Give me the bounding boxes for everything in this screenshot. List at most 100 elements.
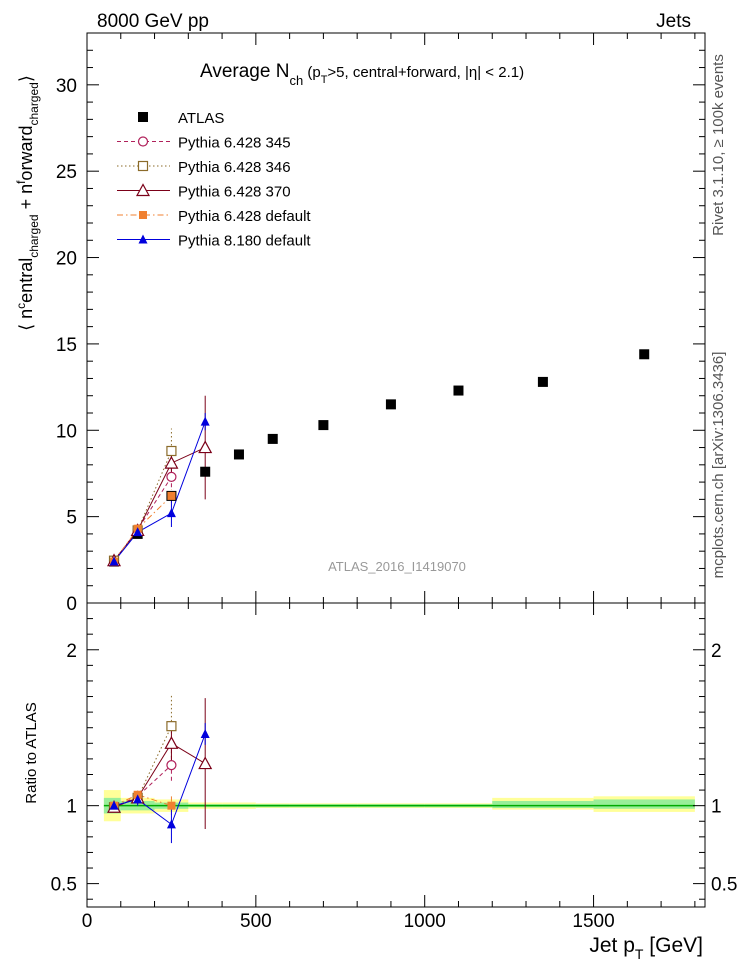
ratio-line-p6def <box>113 794 172 807</box>
ratio-point-p370 <box>164 736 179 749</box>
legend-label-p345: Pythia 6.428 345 <box>178 135 291 152</box>
legend-marker-p6def <box>139 211 147 219</box>
data-point-p6def <box>167 491 176 500</box>
y-tick-label: 20 <box>56 249 77 270</box>
legend-marker-p370 <box>135 183 151 197</box>
ratio-y-tick-label-right: 2 <box>711 641 722 662</box>
ratio-point-p8 <box>133 794 143 804</box>
plot-title-rest2: >5, central+forward, |η| < 2.1) <box>327 64 524 81</box>
data-point-p8 <box>166 508 176 518</box>
ratio-point-p8 <box>109 800 119 810</box>
y-tick-label: 30 <box>56 76 77 97</box>
data-point-atlas <box>639 349 650 360</box>
ratio-point-p346 <box>166 721 177 732</box>
mcplots-label: mcplots.cern.ch [arXiv:1306.3436] <box>710 352 727 579</box>
legend: ATLAS Pythia 6.428 345 Pythia 6.428 346 Pyt… <box>117 110 311 250</box>
ylabel-open: ⟨ n <box>16 309 36 331</box>
x-axis-label: Jet pT [GeV] <box>589 934 703 962</box>
plot-title-main: Average N <box>200 61 289 82</box>
ratio-point-p6def <box>167 801 176 810</box>
main-axes: 0 5 10 15 20 25 30 <box>56 32 705 615</box>
series-line-p370 <box>113 447 206 561</box>
xlabel-sub: T <box>635 946 644 962</box>
y-tick-label: 5 <box>66 508 77 529</box>
y-tick-label: 0 <box>66 594 77 615</box>
series-line-p346 <box>113 450 172 561</box>
plot-title-sub2: T <box>321 74 328 86</box>
xlabel-rest: [GeV] <box>643 934 703 957</box>
series-line-p345 <box>113 476 172 561</box>
y-tick-label: 15 <box>56 335 77 356</box>
legend-marker-atlas <box>138 112 148 122</box>
xlabel-main: Jet p <box>589 934 635 957</box>
data-point-atlas <box>200 466 211 477</box>
data-point-p370 <box>198 440 213 454</box>
ratio-line-p8 <box>113 733 206 826</box>
ratio-axes: 0 500 1000 1500 0.5 0.5 1 1 2 2 <box>51 603 737 932</box>
plot-title-rest: (p <box>303 64 321 81</box>
series-line-p6def <box>113 495 172 562</box>
ylabel-sup1: c <box>14 303 28 309</box>
ylabel-close: ⟩ <box>16 75 36 82</box>
ratio-bands <box>103 790 695 822</box>
header-left: 8000 GeV pp <box>97 11 209 32</box>
ratio-plot-panel: 0 500 1000 1500 0.5 0.5 1 1 2 2 Ratio to ATLAS Je… <box>23 602 737 962</box>
ratio-y-axis-label: Ratio to ATLAS <box>23 702 40 803</box>
ratio-point-p8 <box>200 728 210 738</box>
ratio-band-green <box>492 800 594 809</box>
data-point-p370 <box>164 455 179 469</box>
main-plot-panel: 0 5 10 15 20 25 30 Average Nch (pT>5, central+… <box>14 32 706 615</box>
legend-marker-p345 <box>137 136 149 147</box>
data-point-p8 <box>109 556 119 566</box>
main-series <box>107 349 650 567</box>
data-point-p345 <box>166 471 177 483</box>
legend-label-p8: Pythia 8.180 default <box>178 233 311 250</box>
ylabel-sup2: f <box>14 180 28 184</box>
legend-label-p346: Pythia 6.428 346 <box>178 159 291 176</box>
ylabel-plus: + n <box>16 184 36 215</box>
data-point-p346 <box>166 445 177 457</box>
data-point-atlas <box>318 420 329 431</box>
ratio-series <box>107 694 213 844</box>
header-right: Jets <box>656 11 691 32</box>
y-tick-label: 25 <box>56 162 77 183</box>
ratio-point-p345 <box>166 760 177 771</box>
legend-label-p370: Pythia 6.428 370 <box>178 184 291 201</box>
legend-marker-p346 <box>137 160 149 172</box>
plot-title-sub: ch <box>289 73 303 88</box>
ratio-point-p370 <box>198 756 213 770</box>
ratio-point-p8 <box>166 819 176 829</box>
data-point-atlas <box>453 385 464 396</box>
plot-title: Average Nch (pT>5, central+forward, |η| … <box>200 61 524 88</box>
legend-label-p6def: Pythia 6.428 default <box>178 208 311 225</box>
data-point-p8 <box>133 527 143 537</box>
x-tick-label: 500 <box>240 911 272 932</box>
ratio-y-tick-label-left: 0.5 <box>51 875 77 896</box>
ratio-y-tick-label-left: 2 <box>66 641 77 662</box>
ratio-line-p370 <box>113 742 206 808</box>
legend-marker-p8 <box>138 234 148 244</box>
x-tick-label: 0 <box>82 911 93 932</box>
ylabel-sub2: charged <box>27 82 41 125</box>
ratio-plot-frame <box>86 602 706 908</box>
y-tick-label: 10 <box>56 421 77 442</box>
data-point-atlas <box>537 376 548 387</box>
ylabel-mid2: orward <box>16 126 36 181</box>
ratio-y-tick-label-right: 1 <box>711 797 722 818</box>
data-point-atlas <box>385 399 396 410</box>
ratio-y-tick-label-left: 1 <box>66 797 77 818</box>
data-point-atlas <box>267 433 278 444</box>
ratio-y-tick-label-right: 0.5 <box>711 875 737 896</box>
series-line-p8 <box>113 421 206 562</box>
data-point-p8 <box>200 416 210 426</box>
main-y-axis-label: ⟨ ncentralcharged + nforwardcharged⟩ <box>14 75 41 331</box>
data-point-atlas <box>233 449 244 460</box>
analysis-watermark: ATLAS_2016_I1419070 <box>328 559 466 574</box>
ratio-band-green <box>593 799 695 809</box>
ylabel-mid1: entral <box>16 258 36 303</box>
legend-label-atlas: ATLAS <box>178 110 224 127</box>
ylabel-sub1: charged <box>27 214 41 257</box>
x-tick-label: 1000 <box>404 911 446 932</box>
x-tick-label: 1500 <box>572 911 614 932</box>
